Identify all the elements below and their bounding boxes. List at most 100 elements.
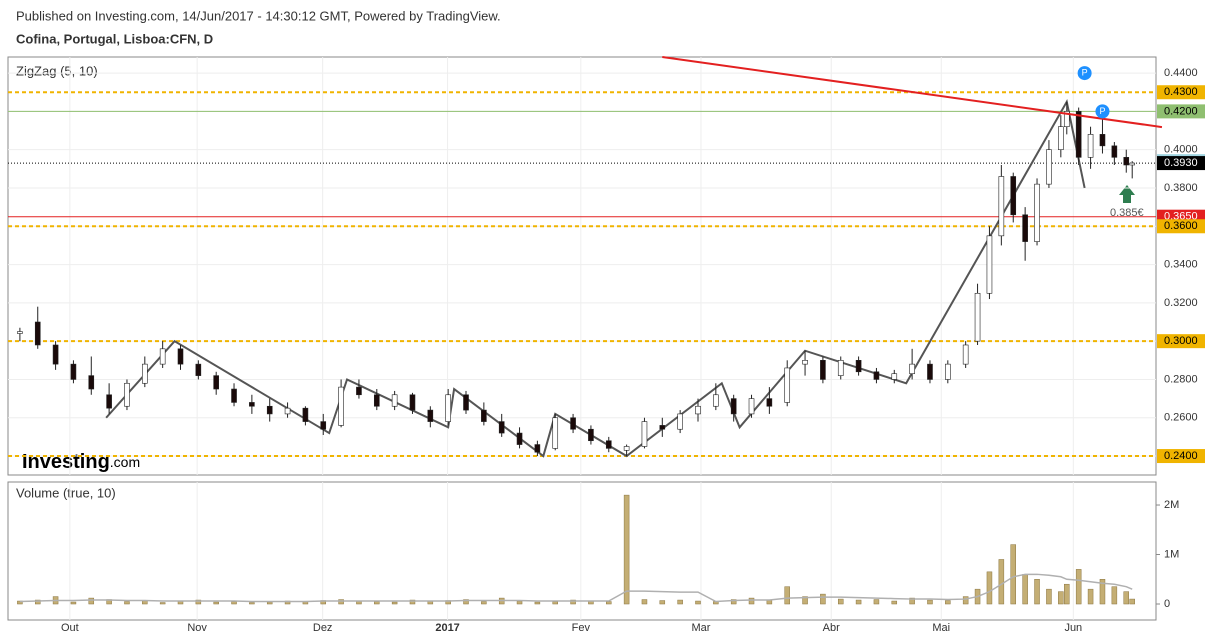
candle-body bbox=[159, 348, 166, 365]
candle-body bbox=[891, 373, 898, 380]
volume-bar bbox=[34, 599, 41, 605]
candle-body bbox=[17, 331, 23, 334]
volume-bar bbox=[784, 586, 790, 605]
candle-body bbox=[986, 235, 993, 294]
candle-body bbox=[320, 421, 327, 430]
level-tag bbox=[1157, 449, 1205, 464]
candle-body bbox=[498, 421, 505, 434]
x-tick-label: Fev bbox=[572, 622, 591, 634]
volume-bar bbox=[391, 601, 398, 605]
candle-body bbox=[677, 413, 683, 430]
volume-bar bbox=[552, 601, 558, 605]
candle-body bbox=[974, 292, 981, 342]
volume-bar bbox=[88, 597, 95, 605]
candle-body bbox=[373, 394, 380, 407]
volume-bar bbox=[891, 600, 898, 605]
candle-body bbox=[34, 321, 41, 346]
y-tick-label: 0.4000 bbox=[1164, 144, 1198, 156]
candle-body bbox=[409, 394, 416, 411]
candle-body bbox=[641, 421, 648, 447]
logo: Investing.com bbox=[22, 451, 140, 473]
volume-bar bbox=[641, 599, 648, 605]
level-tag bbox=[1157, 334, 1205, 349]
candle-body bbox=[1022, 214, 1028, 242]
candle-body bbox=[695, 405, 701, 415]
y-tick-label: 0.3200 bbox=[1164, 297, 1198, 309]
volume-bar bbox=[124, 601, 130, 605]
candle-body bbox=[284, 407, 291, 415]
candle-body bbox=[338, 386, 344, 426]
published: Published on Investing.com, 14/Jun/2017 … bbox=[16, 8, 501, 23]
logo-suffix: .com bbox=[110, 454, 140, 470]
volume-ma bbox=[19, 573, 1133, 603]
x-tick-label: Abr bbox=[823, 622, 840, 634]
candle-body bbox=[998, 176, 1005, 237]
volume-tick-label: 1M bbox=[1164, 548, 1179, 560]
candle-body bbox=[855, 360, 862, 373]
volume-bar bbox=[1129, 598, 1135, 605]
candle-body bbox=[766, 398, 773, 407]
candle-body bbox=[909, 363, 915, 375]
y-tick-label: 0.3400 bbox=[1164, 258, 1198, 270]
y-tick-label: 0.3800 bbox=[1164, 182, 1198, 194]
candle-body bbox=[588, 428, 594, 442]
volume-bar bbox=[623, 494, 630, 605]
volume-bar bbox=[374, 601, 380, 605]
volume-tick-label: 2M bbox=[1164, 499, 1179, 511]
volume-tick-label: 0 bbox=[1164, 598, 1170, 610]
x-tick-label: Mai bbox=[932, 622, 950, 634]
candle-body bbox=[802, 360, 808, 365]
candle-body bbox=[356, 386, 362, 396]
candle-body bbox=[713, 394, 719, 407]
volume-bar bbox=[1099, 579, 1106, 605]
level-tag bbox=[1157, 156, 1205, 171]
volume-bar bbox=[855, 599, 862, 605]
candle-body bbox=[748, 398, 755, 415]
candle-body bbox=[1063, 111, 1070, 127]
volume-bar bbox=[481, 601, 487, 605]
volume-bar bbox=[998, 559, 1005, 605]
candle-body bbox=[231, 388, 237, 403]
candle-body bbox=[88, 375, 95, 390]
volume-bar bbox=[837, 598, 844, 605]
level-tag bbox=[1157, 85, 1205, 100]
candle-body bbox=[1058, 126, 1064, 150]
candle-body bbox=[1123, 157, 1130, 166]
candle-body bbox=[570, 417, 576, 430]
x-tick-label: Mar bbox=[691, 622, 710, 634]
volume-bar bbox=[695, 600, 701, 605]
candle-body bbox=[481, 409, 487, 422]
volume-bar bbox=[659, 600, 666, 605]
pivot-label: P bbox=[1099, 106, 1105, 116]
candle-body bbox=[463, 394, 469, 411]
candle-body bbox=[837, 360, 844, 376]
volume-bar bbox=[70, 601, 77, 605]
volume-bar bbox=[266, 601, 273, 605]
volume-bar bbox=[249, 602, 255, 605]
candle-body bbox=[445, 394, 451, 422]
candle-body bbox=[142, 363, 148, 384]
candle-body bbox=[249, 402, 255, 407]
candle-body bbox=[1010, 176, 1017, 216]
candle-body bbox=[945, 363, 951, 380]
level-label: 0.4300 bbox=[1164, 86, 1198, 98]
price-pane bbox=[7, 56, 1157, 476]
candle-body bbox=[213, 375, 219, 390]
volume-bar bbox=[986, 571, 993, 605]
pivot-marker bbox=[1095, 104, 1110, 119]
volume-bar bbox=[802, 596, 808, 605]
candle-body bbox=[784, 367, 791, 403]
volume-bar bbox=[409, 599, 416, 605]
volume-bar bbox=[820, 593, 826, 605]
candle-body bbox=[1087, 134, 1094, 158]
candle-body bbox=[623, 446, 630, 451]
volume-bar bbox=[873, 599, 880, 605]
symbol: Cofina, Portugal, Lisboa:CFN, D bbox=[16, 31, 213, 46]
volume-bar bbox=[1022, 574, 1028, 605]
candle-body bbox=[552, 417, 559, 449]
level-label: 0.3930 bbox=[1164, 157, 1198, 169]
volume-bar bbox=[570, 599, 576, 605]
candle-body bbox=[1046, 149, 1052, 185]
x-tick-label: Nov bbox=[187, 622, 207, 634]
volume-bar bbox=[534, 601, 541, 605]
